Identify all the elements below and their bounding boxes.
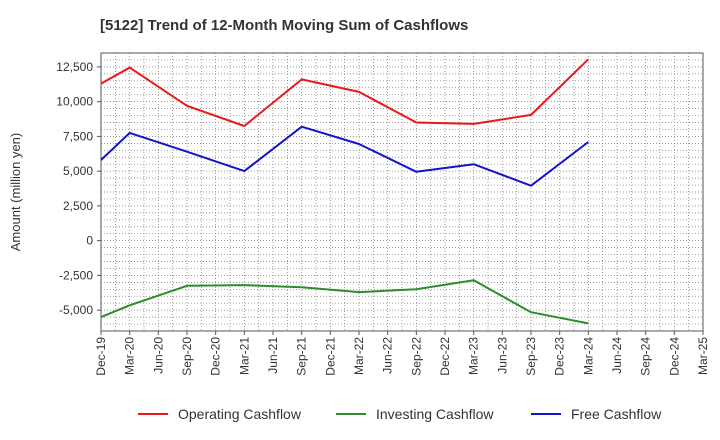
series-line: [100, 279, 589, 325]
y-axis-ticks: 12,500 10,000 7,500 5,000 2,500 0 -2,500 -5,000: [56, 60, 101, 317]
x-tick-label: Jun-24: [610, 337, 624, 374]
x-tick-label: Jun-23: [495, 337, 509, 374]
y-tick-label: 0: [86, 234, 93, 248]
y-tick-label: -2,500: [59, 268, 93, 282]
y-tick-label: 10,000: [56, 95, 93, 109]
x-tick-label: Sep-20: [180, 337, 194, 376]
x-tick-label: Dec-19: [94, 337, 108, 376]
y-tick-label: -5,000: [59, 303, 93, 317]
x-tick-label: Dec-20: [209, 337, 223, 376]
y-tick-label: 7,500: [63, 129, 93, 143]
x-tick-label: Jun-21: [266, 337, 280, 374]
plot-area: [100, 52, 704, 332]
y-tick-label: 2,500: [63, 199, 93, 213]
x-tick-label: Mar-22: [352, 337, 366, 375]
y-tick-label: 5,000: [63, 164, 93, 178]
legend-label: Free Cashflow: [571, 406, 662, 422]
x-tick-label: Sep-21: [295, 337, 309, 376]
series-line: [100, 58, 589, 127]
x-axis-ticks: Dec-19 Mar-20 Jun-20 Sep-20 Dec-20 Mar-21 Jun-…: [94, 331, 710, 376]
x-tick-label: Mar-23: [467, 337, 481, 375]
x-tick-label: Jun-22: [381, 337, 395, 374]
series-line: [100, 125, 589, 187]
x-tick-label: Sep-24: [639, 337, 653, 376]
x-tick-label: Dec-23: [553, 337, 567, 376]
x-tick-label: Mar-24: [581, 337, 595, 375]
y-tick-label: 12,500: [56, 60, 93, 74]
y-axis-label: Amount (million yen): [8, 133, 23, 252]
series-lines: [100, 58, 589, 325]
x-tick-label: Dec-22: [438, 337, 452, 376]
x-tick-label: Mar-21: [237, 337, 251, 375]
x-tick-label: Dec-21: [323, 337, 337, 376]
legend-label: Investing Cashflow: [376, 406, 494, 422]
chart-title: [5122] Trend of 12-Month Moving Sum of C…: [100, 17, 468, 34]
x-tick-label: Sep-22: [409, 337, 423, 376]
x-tick-label: Dec-24: [667, 337, 681, 376]
legend: Operating Cashflow Investing Cashflow Free…: [138, 406, 662, 422]
x-tick-label: Sep-23: [524, 337, 538, 376]
legend-label: Operating Cashflow: [178, 406, 302, 422]
x-tick-label: Mar-25: [696, 337, 710, 375]
x-tick-label: Mar-20: [123, 337, 137, 375]
x-tick-label: Jun-20: [151, 337, 165, 374]
